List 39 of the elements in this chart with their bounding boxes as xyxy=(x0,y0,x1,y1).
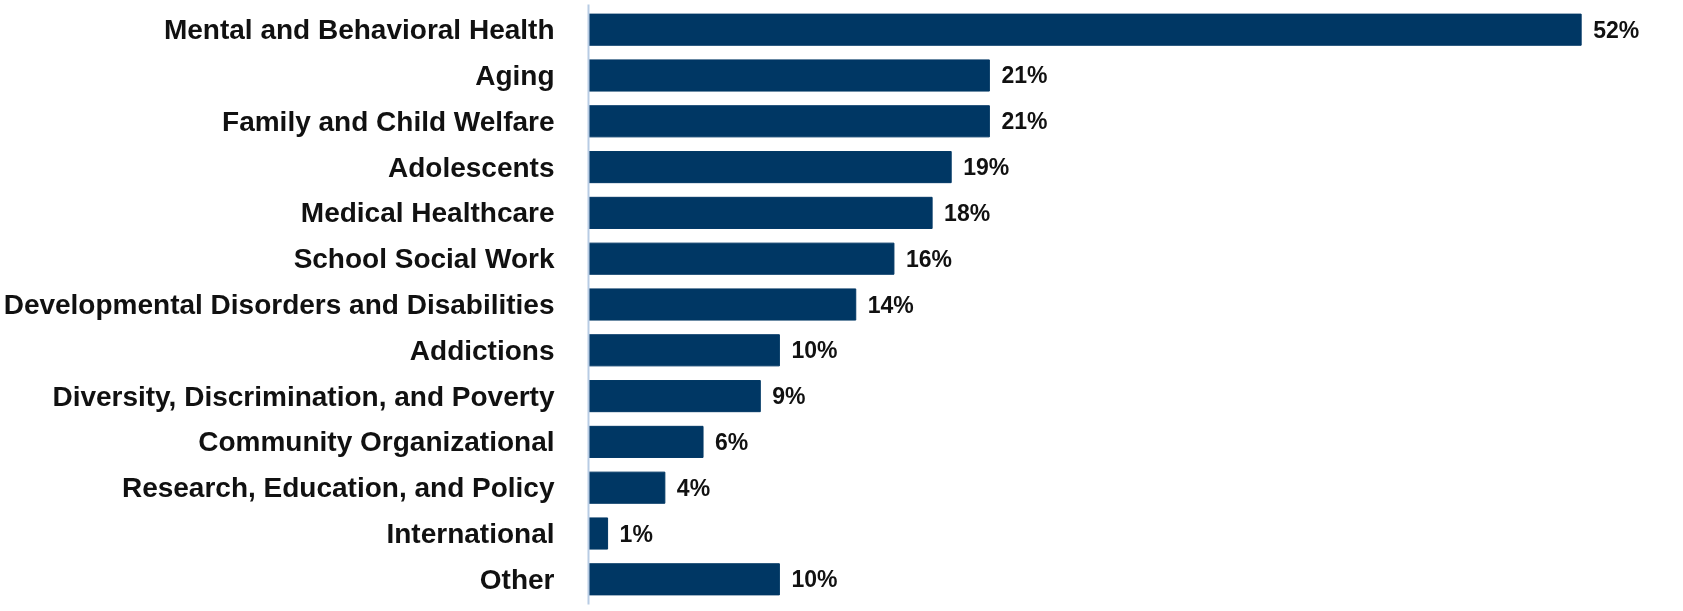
y-tick-label: Medical Healthcare xyxy=(300,197,555,229)
data-label: 19% xyxy=(963,154,1010,181)
bar xyxy=(588,196,933,229)
bar xyxy=(588,471,666,504)
data-label: 4% xyxy=(676,474,711,501)
y-tick-label: School Social Work xyxy=(293,243,555,275)
bar xyxy=(588,563,780,596)
data-label: 16% xyxy=(905,245,952,272)
y-tick-label: Other xyxy=(479,563,555,595)
y-tick-label: Community Organizational xyxy=(198,426,555,458)
bar xyxy=(588,517,609,550)
y-tick-label: Addictions xyxy=(409,334,555,366)
data-label: 6% xyxy=(715,428,749,455)
bar xyxy=(588,334,780,367)
data-label: 21% xyxy=(1001,108,1048,135)
data-label: 10% xyxy=(791,337,838,364)
bar xyxy=(588,151,952,184)
y-tick-label: Family and Child Welfare xyxy=(222,105,555,137)
data-label: 1% xyxy=(619,520,653,547)
data-label: 21% xyxy=(1001,62,1048,89)
y-tick-label: International xyxy=(386,518,555,550)
bar xyxy=(588,242,895,275)
y-tick-label: Developmental Disorders and Disabilities xyxy=(3,289,555,320)
bar xyxy=(588,59,990,92)
y-tick-label: Diversity, Discrimination, and Poverty xyxy=(52,380,555,412)
bar xyxy=(588,380,761,413)
data-label: 10% xyxy=(791,566,838,593)
y-tick-label: Aging xyxy=(475,59,555,91)
data-label: 18% xyxy=(944,199,991,226)
data-label: 14% xyxy=(867,291,914,318)
y-tick-label: Research, Education, and Policy xyxy=(121,472,555,504)
y-tick-label: Adolescents xyxy=(388,151,555,183)
bar xyxy=(588,105,990,138)
data-label: 9% xyxy=(772,383,806,410)
data-label: 52% xyxy=(1593,16,1640,43)
bar xyxy=(588,288,857,321)
bar xyxy=(588,425,704,458)
y-tick-label: Mental and Behavioral Health xyxy=(163,14,555,46)
bar xyxy=(588,13,1582,46)
